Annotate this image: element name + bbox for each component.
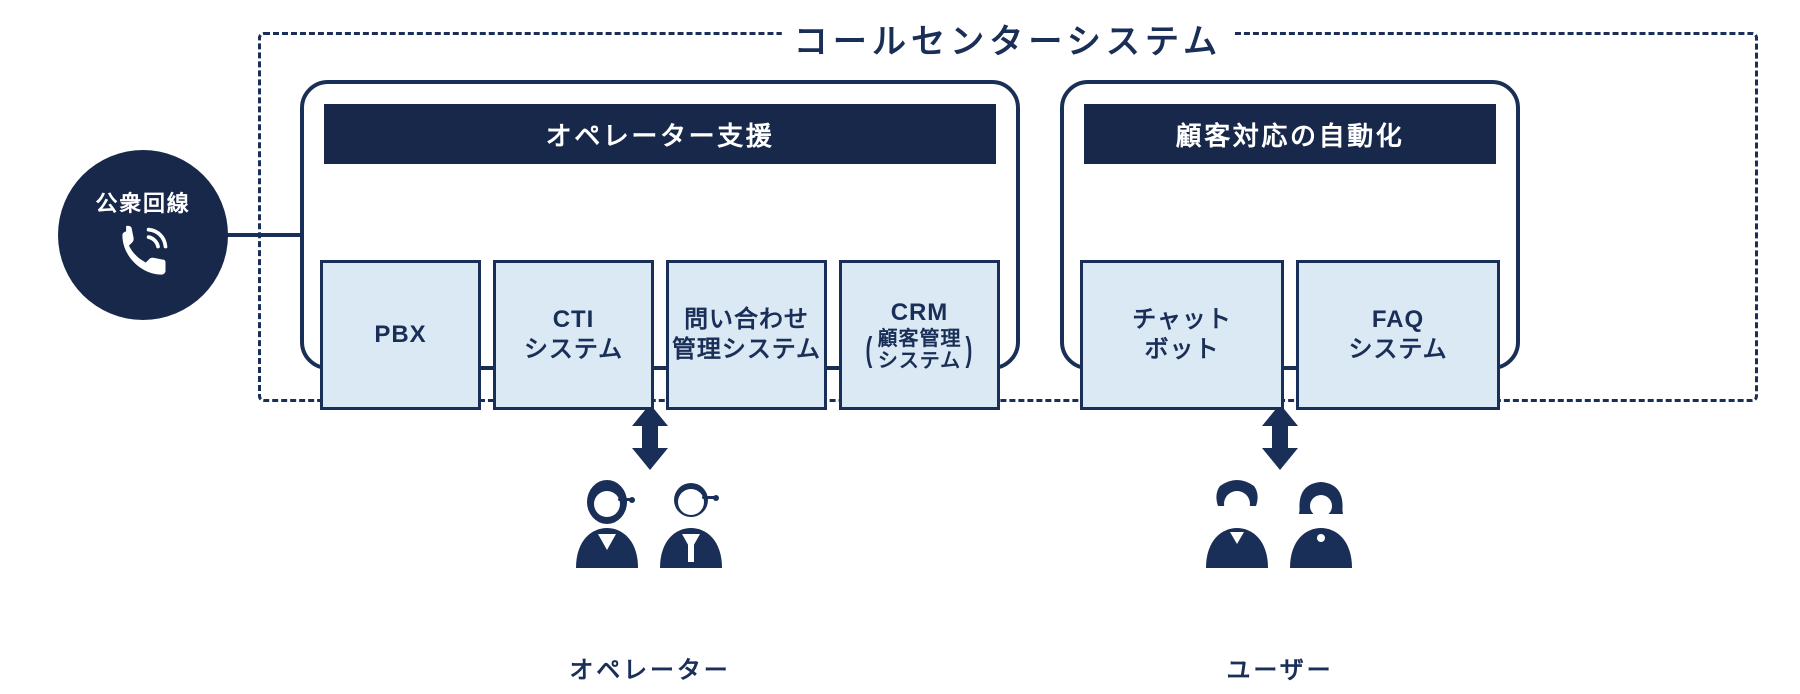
system-title: コールセンターシステム [782,14,1234,63]
connector-line [224,233,300,237]
component-cti: CTI システム [493,260,654,410]
user-label: ユーザー [1226,650,1333,685]
phone-icon [113,224,173,284]
double-arrow-icon [628,404,672,470]
person-icon [1282,478,1360,568]
operator-people-icon [568,478,730,568]
double-arrow-icon [1258,404,1302,470]
component-chatbot: チャット ボット [1080,260,1284,410]
person-icon [1198,478,1276,568]
operator-label: オペレーター [569,650,730,685]
component-crm: CRM(顧客管理 システム) [839,260,1000,410]
component-inquiry: 問い合わせ 管理システム [666,260,827,410]
group-header-customer-automation: 顧客対応の自動化 [1084,104,1496,164]
diagram-canvas: コールセンターシステム オペレーター支援 顧客対応の自動化 公衆回線 [0,0,1800,694]
group-header-operator-support: オペレーター支援 [324,104,996,164]
user-people-icon [1198,478,1360,568]
component-faq: FAQ システム [1296,260,1500,410]
person-icon [568,478,646,568]
person-icon [652,478,730,568]
public-line-label: 公衆回線 [95,186,190,218]
component-pbx: PBX [320,260,481,410]
public-line-circle: 公衆回線 [58,150,228,320]
